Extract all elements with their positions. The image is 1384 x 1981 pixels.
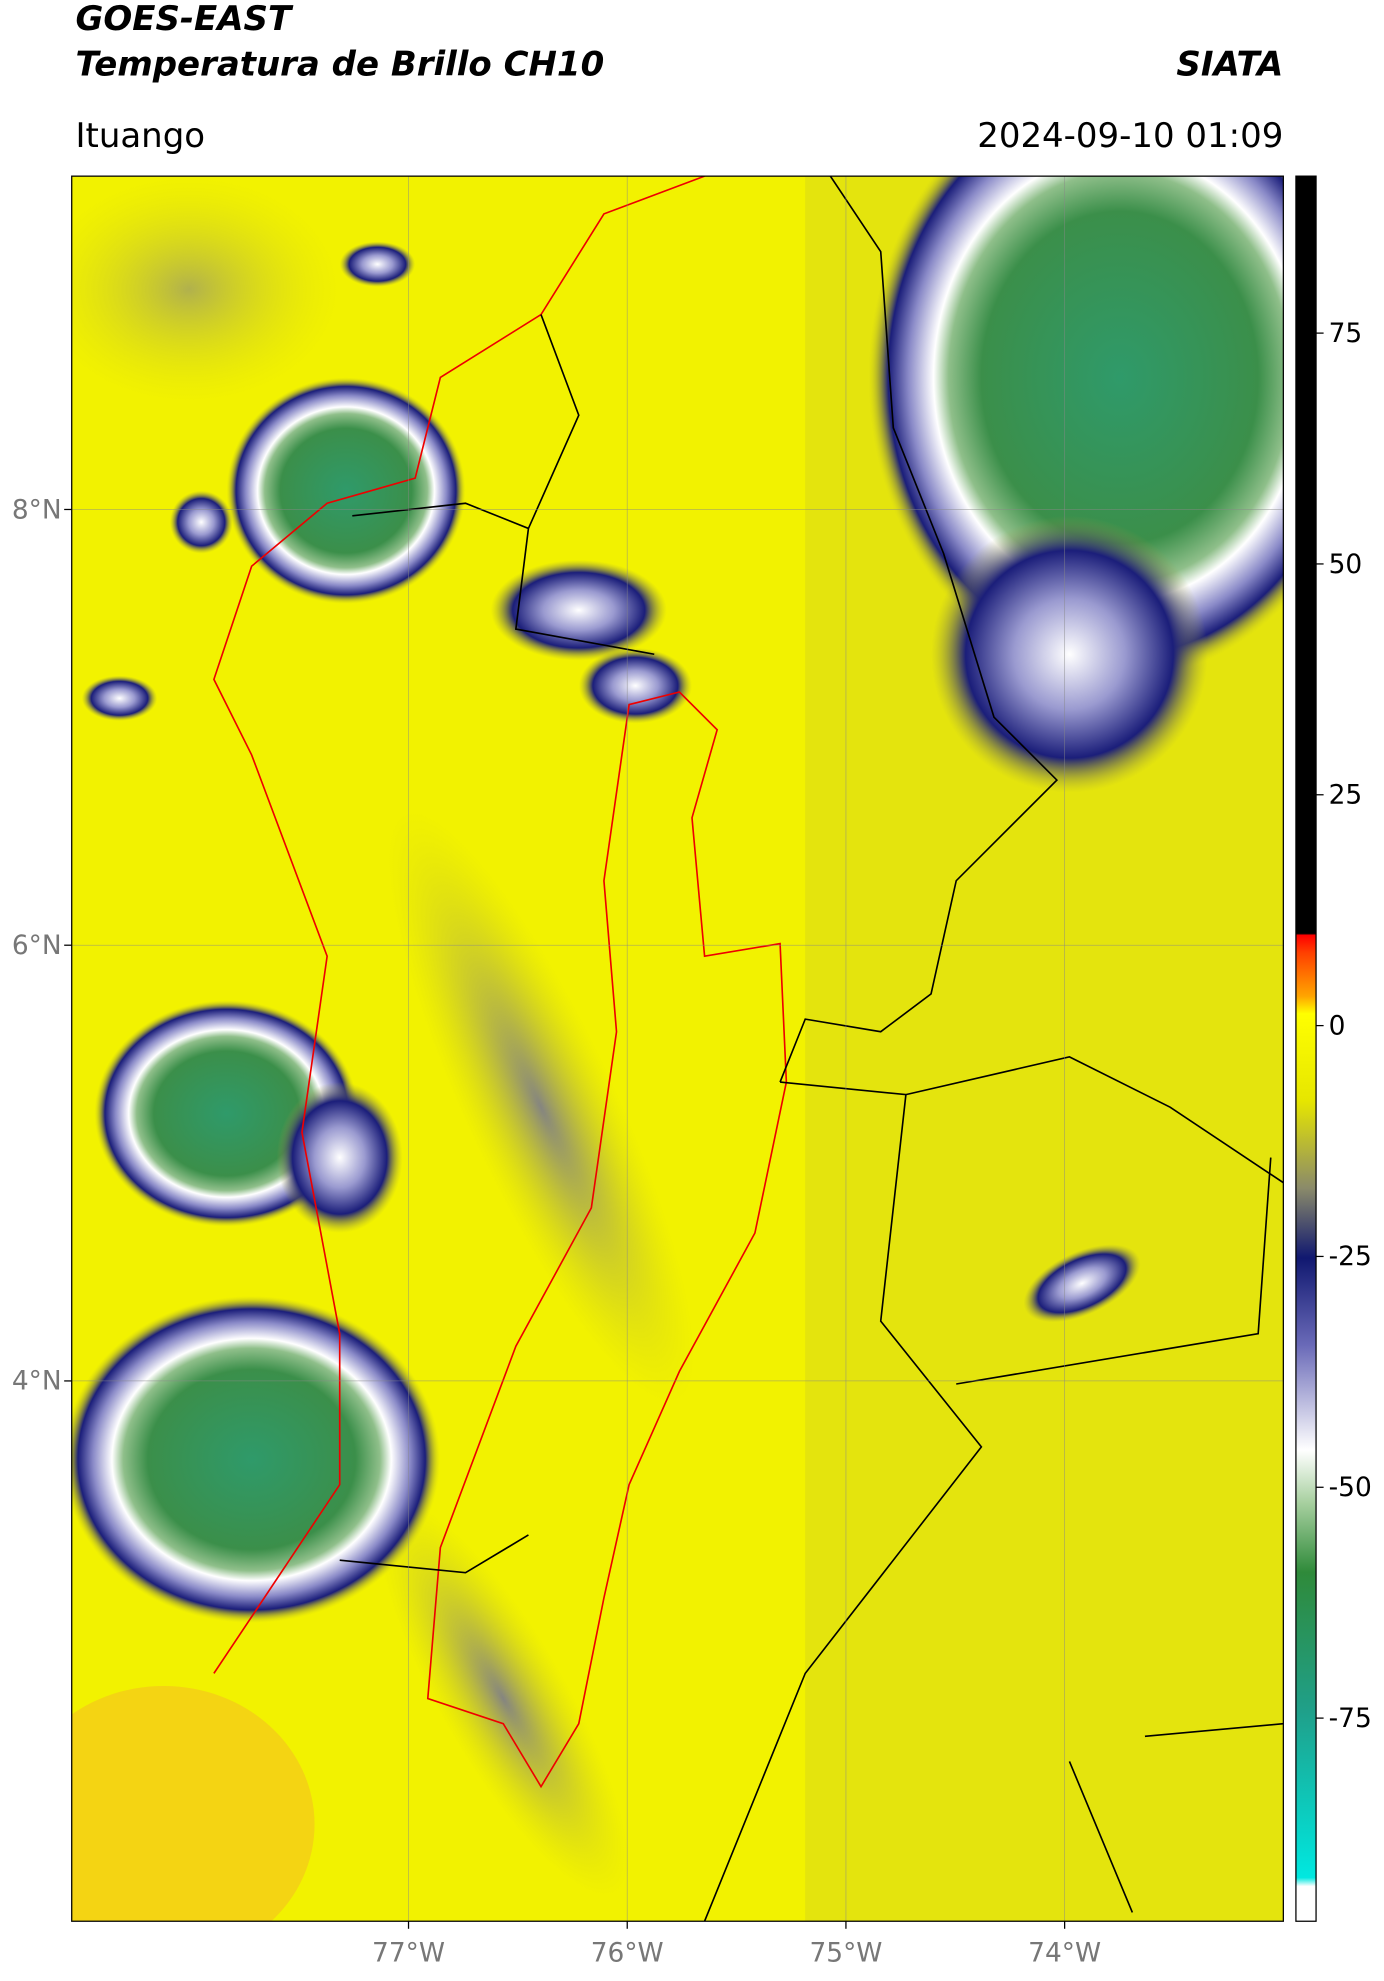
subtitle: Temperatura de Brillo CH10	[75, 44, 604, 84]
cloud-top	[226, 377, 466, 604]
cloud-top	[81, 675, 158, 721]
cloud-top	[931, 515, 1208, 793]
colorbar-tick-label: 25	[1329, 780, 1363, 811]
grid	[71, 176, 1284, 1922]
y-tick-label: 8°N	[12, 494, 62, 525]
cloud-band	[377, 1499, 629, 1898]
colorbar-tick-label: -75	[1329, 1703, 1372, 1734]
map-frame	[71, 175, 1284, 1922]
colorbar	[1295, 175, 1317, 1922]
location: Ituango	[75, 116, 205, 156]
x-tick-label: 74°W	[1028, 1937, 1101, 1968]
timestamp: 2024-09-10 01:09	[977, 116, 1283, 156]
cloud-top	[71, 1295, 441, 1623]
cloud-band	[386, 809, 696, 1406]
colorbar-tick-label: 50	[1329, 549, 1363, 580]
y-tick-label: 4°N	[12, 1366, 62, 1397]
map	[71, 176, 1284, 1922]
cloud-band	[71, 176, 340, 403]
cloud-top	[169, 490, 233, 554]
colorbar-tick-label: -50	[1329, 1472, 1372, 1503]
cloud-top	[339, 241, 416, 287]
cloud-top	[1023, 1244, 1141, 1323]
warm-area	[71, 1685, 315, 1922]
x-tick-label: 77°W	[372, 1937, 445, 1968]
colorbar-tick-label: 0	[1329, 1010, 1346, 1041]
title: GOES-EAST	[75, 0, 293, 39]
cloud-top	[868, 176, 1284, 680]
department-border	[426, 691, 788, 1789]
cloud-top	[578, 647, 692, 724]
border	[339, 176, 1284, 1922]
brand: SIATA	[1176, 44, 1283, 84]
coastline	[213, 176, 705, 1674]
cloud-top	[490, 559, 667, 661]
colorbar-tick-label: -25	[1329, 1241, 1372, 1272]
y-tick-label: 6°N	[12, 930, 62, 961]
colorbar-tick-label: 75	[1329, 318, 1363, 349]
x-tick-label: 75°W	[809, 1937, 882, 1968]
cloud-top	[276, 1082, 403, 1234]
x-tick-label: 76°W	[591, 1937, 664, 1968]
